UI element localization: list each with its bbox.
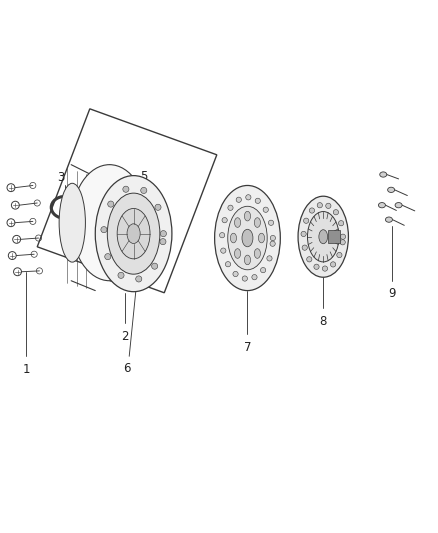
Ellipse shape — [95, 175, 172, 292]
Ellipse shape — [380, 172, 387, 177]
Circle shape — [339, 221, 344, 226]
Circle shape — [222, 217, 227, 223]
Circle shape — [268, 220, 274, 225]
Circle shape — [261, 268, 266, 273]
Circle shape — [333, 209, 339, 215]
Text: 9: 9 — [388, 287, 396, 300]
Circle shape — [317, 203, 322, 208]
Circle shape — [267, 256, 272, 261]
Ellipse shape — [230, 233, 237, 243]
Ellipse shape — [127, 224, 140, 244]
Circle shape — [242, 276, 247, 281]
Circle shape — [160, 231, 166, 237]
Ellipse shape — [244, 211, 251, 221]
Circle shape — [118, 272, 124, 278]
Circle shape — [221, 248, 226, 253]
Circle shape — [155, 204, 161, 211]
Circle shape — [309, 208, 314, 213]
Circle shape — [219, 232, 225, 238]
Ellipse shape — [234, 217, 240, 228]
Ellipse shape — [78, 192, 129, 231]
Text: 7: 7 — [244, 341, 251, 354]
Circle shape — [101, 227, 107, 233]
Text: 8: 8 — [320, 314, 327, 328]
Ellipse shape — [385, 217, 392, 222]
Circle shape — [263, 207, 268, 212]
Circle shape — [307, 257, 312, 262]
Ellipse shape — [87, 199, 120, 225]
Circle shape — [152, 263, 158, 269]
Ellipse shape — [258, 233, 265, 243]
Circle shape — [302, 245, 307, 251]
Ellipse shape — [107, 193, 160, 274]
Ellipse shape — [319, 230, 328, 244]
Ellipse shape — [130, 200, 159, 224]
Circle shape — [123, 186, 129, 192]
Ellipse shape — [378, 203, 385, 208]
Text: 1: 1 — [22, 363, 30, 376]
Ellipse shape — [298, 196, 348, 277]
Text: 5: 5 — [140, 170, 147, 183]
Ellipse shape — [395, 203, 402, 208]
Circle shape — [255, 198, 261, 204]
Circle shape — [337, 253, 342, 257]
Circle shape — [226, 262, 231, 267]
Circle shape — [108, 201, 114, 207]
Circle shape — [228, 205, 233, 211]
Ellipse shape — [124, 195, 166, 228]
Text: 3: 3 — [57, 171, 64, 184]
FancyBboxPatch shape — [328, 230, 340, 243]
Ellipse shape — [59, 183, 85, 262]
Circle shape — [136, 276, 142, 282]
Ellipse shape — [215, 185, 280, 290]
Circle shape — [270, 241, 275, 246]
Circle shape — [233, 271, 238, 277]
Circle shape — [236, 197, 241, 203]
Circle shape — [252, 274, 257, 280]
Ellipse shape — [254, 249, 261, 259]
Ellipse shape — [242, 229, 253, 247]
Circle shape — [340, 234, 346, 239]
Text: 2: 2 — [121, 330, 129, 343]
Circle shape — [326, 203, 331, 208]
Circle shape — [246, 195, 251, 200]
Circle shape — [270, 236, 276, 241]
Circle shape — [314, 264, 319, 269]
Circle shape — [340, 240, 345, 245]
Text: 6: 6 — [123, 362, 131, 375]
Circle shape — [160, 239, 166, 245]
Circle shape — [301, 231, 306, 237]
Ellipse shape — [307, 212, 339, 262]
Circle shape — [141, 188, 147, 193]
Ellipse shape — [117, 208, 150, 259]
Ellipse shape — [234, 249, 240, 259]
Ellipse shape — [228, 206, 267, 270]
Ellipse shape — [71, 165, 148, 281]
Circle shape — [304, 218, 309, 223]
Ellipse shape — [254, 217, 261, 228]
Circle shape — [105, 254, 111, 260]
Circle shape — [330, 262, 336, 267]
Ellipse shape — [388, 187, 395, 192]
Circle shape — [322, 266, 328, 271]
Ellipse shape — [244, 255, 251, 265]
Text: 4: 4 — [90, 171, 98, 184]
